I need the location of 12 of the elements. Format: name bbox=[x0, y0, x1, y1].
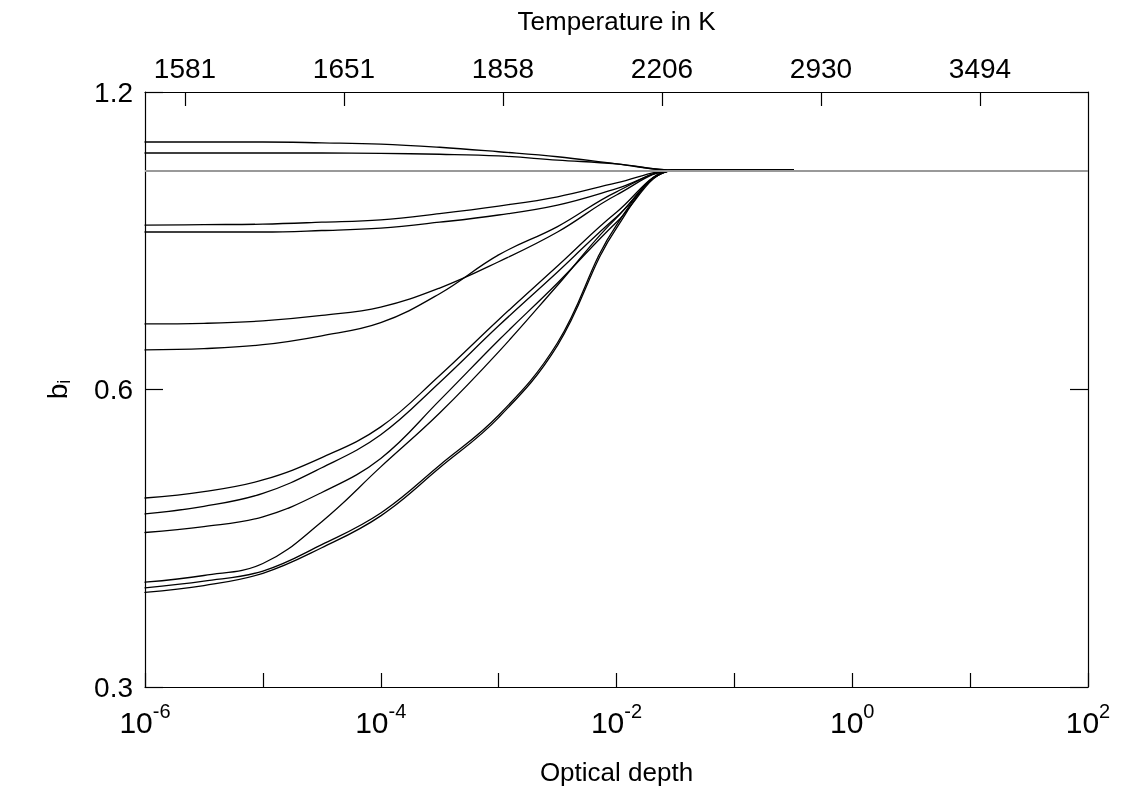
y-axis-title: bi bbox=[41, 379, 74, 400]
text: 1581 bbox=[153, 52, 217, 84]
text: 2206 bbox=[630, 52, 694, 84]
text: 3494 bbox=[948, 52, 1012, 84]
text: 1858 bbox=[471, 52, 535, 84]
text: 1651 bbox=[312, 52, 376, 84]
x2-axis-title: Temperature in K bbox=[517, 6, 717, 36]
y-tick-label: 1.2 bbox=[94, 76, 133, 108]
x-axis-title: Optical depth bbox=[539, 757, 694, 787]
text: 2930 bbox=[789, 52, 853, 84]
y-tick-label: 0.6 bbox=[94, 374, 133, 405]
y-tick-label: 0.3 bbox=[94, 671, 133, 703]
